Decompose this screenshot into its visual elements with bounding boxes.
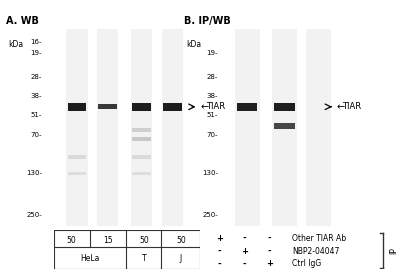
Text: 50: 50 bbox=[67, 236, 76, 245]
Text: +: + bbox=[266, 259, 273, 269]
Text: 28-: 28- bbox=[31, 74, 42, 80]
Bar bbox=[163, 103, 182, 111]
Text: +: + bbox=[216, 234, 223, 243]
Text: Ctrl IgG: Ctrl IgG bbox=[292, 259, 322, 269]
Text: 70-: 70- bbox=[206, 132, 218, 138]
Bar bbox=[234, 29, 260, 226]
Text: A. WB: A. WB bbox=[6, 16, 39, 26]
Text: 28-: 28- bbox=[207, 74, 218, 80]
Bar bbox=[131, 29, 152, 226]
Text: T: T bbox=[142, 255, 146, 263]
Bar bbox=[274, 103, 295, 111]
Bar bbox=[237, 103, 257, 111]
Bar bbox=[272, 29, 297, 226]
Text: TIAR: TIAR bbox=[206, 102, 225, 111]
Bar bbox=[132, 137, 151, 141]
Bar bbox=[68, 103, 86, 111]
Text: kDa: kDa bbox=[186, 40, 201, 49]
Text: NBP2-04047: NBP2-04047 bbox=[292, 247, 340, 256]
Bar bbox=[306, 29, 332, 226]
Text: J: J bbox=[180, 255, 182, 263]
Bar bbox=[132, 172, 151, 175]
Text: Other TIAR Ab: Other TIAR Ab bbox=[292, 234, 346, 243]
Text: kDa: kDa bbox=[8, 40, 23, 49]
Bar bbox=[162, 29, 183, 226]
Bar bbox=[68, 155, 86, 159]
Text: 51-: 51- bbox=[207, 112, 218, 118]
Text: 70-: 70- bbox=[30, 132, 42, 138]
Text: -: - bbox=[242, 234, 246, 243]
Text: 15: 15 bbox=[103, 236, 113, 245]
Text: -: - bbox=[267, 247, 271, 256]
Text: B. IP/WB: B. IP/WB bbox=[184, 16, 231, 26]
Bar bbox=[66, 29, 88, 226]
Bar bbox=[68, 172, 86, 175]
Text: 250-: 250- bbox=[26, 212, 42, 218]
Bar bbox=[132, 103, 151, 111]
Text: 19-: 19- bbox=[30, 50, 42, 56]
Bar bbox=[132, 128, 151, 132]
Text: 38-: 38- bbox=[30, 93, 42, 99]
Text: ←: ← bbox=[337, 102, 345, 112]
Text: 130-: 130- bbox=[202, 170, 218, 176]
Text: -: - bbox=[267, 234, 271, 243]
Text: -: - bbox=[218, 247, 221, 256]
Text: 50: 50 bbox=[176, 236, 186, 245]
Text: IP: IP bbox=[389, 247, 398, 254]
Text: -: - bbox=[218, 259, 221, 269]
Text: 16-: 16- bbox=[30, 39, 42, 45]
Text: HeLa: HeLa bbox=[80, 255, 100, 263]
Text: 250-: 250- bbox=[202, 212, 218, 218]
Text: 50: 50 bbox=[140, 236, 149, 245]
Text: +: + bbox=[241, 247, 248, 256]
Bar bbox=[274, 123, 295, 129]
Text: 19-: 19- bbox=[206, 50, 218, 56]
Bar bbox=[132, 155, 151, 159]
Text: 130-: 130- bbox=[26, 170, 42, 176]
Text: -: - bbox=[242, 259, 246, 269]
Text: ←: ← bbox=[201, 102, 209, 112]
Text: 51-: 51- bbox=[31, 112, 42, 118]
Bar bbox=[98, 104, 117, 109]
Text: 38-: 38- bbox=[206, 93, 218, 99]
Bar bbox=[97, 29, 118, 226]
Text: TIAR: TIAR bbox=[342, 102, 361, 111]
